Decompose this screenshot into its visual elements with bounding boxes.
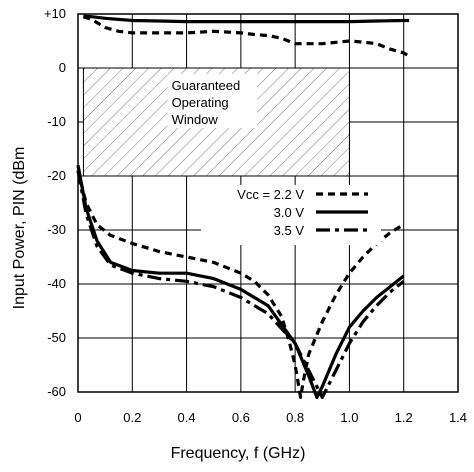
series-line-1 <box>82 15 410 58</box>
tick-labels: 0 0.2 0.4 0.6 0.8 1.0 1.2 1.4 +10 0 -10 -20 -30 -40 -5… <box>44 6 467 425</box>
legend-background <box>201 185 381 245</box>
y-axis-title: Input Power, PIN (dBm <box>11 147 28 310</box>
y-tick-label: -50 <box>47 330 66 345</box>
x-tick-label: 1.2 <box>395 410 413 425</box>
y-tick-label: -20 <box>47 168 66 183</box>
x-tick-label: 1.0 <box>340 410 358 425</box>
y-tick-label: +10 <box>44 6 66 21</box>
y-tick-label: 0 <box>59 60 66 75</box>
x-tick-label: 0.2 <box>123 410 141 425</box>
guaranteed-operating-window: Guaranteed Operating Window <box>82 67 350 177</box>
x-tick-label: 0.8 <box>286 410 304 425</box>
window-label-line: Guaranteed <box>172 78 241 93</box>
y-tick-label: -10 <box>47 114 66 129</box>
x-tick-label: 0.4 <box>178 410 196 425</box>
plot-frame <box>77 13 459 393</box>
x-tick-label: 0 <box>74 410 81 425</box>
window-label-box <box>167 74 258 128</box>
legend-label: Vcc = 2.2 V <box>237 187 304 202</box>
series-lines <box>76 14 410 399</box>
x-tick-label: 1.4 <box>449 410 467 425</box>
series-line-5 <box>76 170 405 399</box>
x-axis-title: Frequency, f (GHz) <box>171 445 306 462</box>
series-line-4 <box>76 164 405 399</box>
y-tick-label: -40 <box>47 276 66 291</box>
window-label-line: Window <box>172 112 219 127</box>
legend: Vcc = 2.2 V 3.0 V 3.5 V <box>201 185 381 245</box>
series-line-3 <box>76 170 405 399</box>
legend-label: 3.5 V <box>274 223 305 238</box>
series-line-2 <box>83 14 410 24</box>
legend-label: 3.0 V <box>274 205 305 220</box>
y-tick-label: -60 <box>47 384 66 399</box>
y-tick-label: -30 <box>47 222 66 237</box>
x-tick-label: 0.6 <box>232 410 250 425</box>
window-label-line: Operating <box>172 95 229 110</box>
